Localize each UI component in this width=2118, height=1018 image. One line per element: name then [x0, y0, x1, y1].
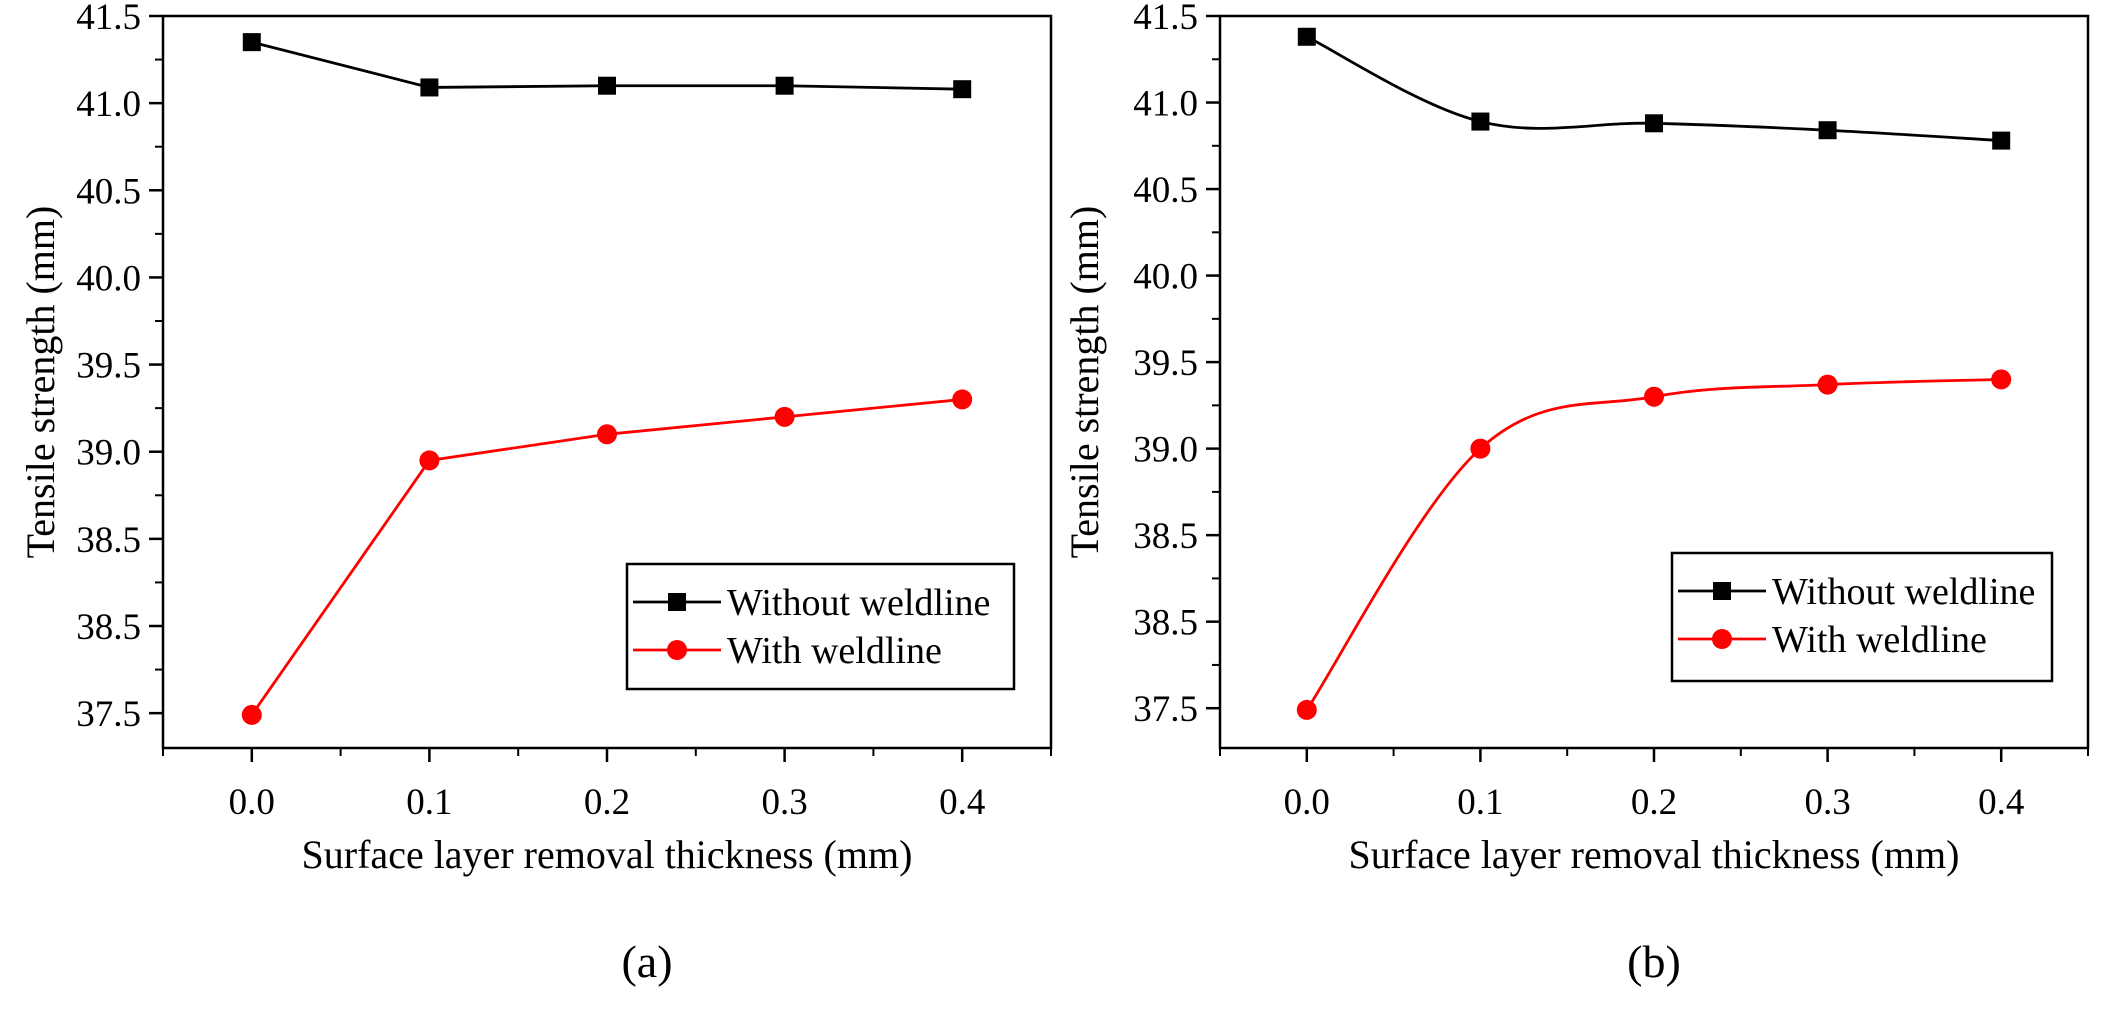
x-tick-label: 0.3	[1804, 782, 1850, 823]
legend-marker	[1713, 582, 1731, 600]
x-tick-label: 0.1	[1457, 782, 1503, 823]
x-tick-label: 0.2	[584, 782, 630, 823]
y-tick-label: 41.5	[76, 0, 141, 38]
data-point	[775, 76, 794, 95]
y-tick-label: 39.5	[1133, 343, 1198, 384]
y-tick-label: 39.0	[76, 433, 141, 474]
y-tick-label: 41.0	[76, 84, 141, 125]
x-axis-title: Surface layer removal thickness (mm)	[302, 832, 913, 877]
data-point	[774, 406, 795, 427]
y-tick-label: 38.5	[76, 607, 141, 648]
x-axis-title: Surface layer removal thickness (mm)	[1349, 832, 1960, 877]
chart-panel-b: 41.5 41.0 40.5 40.0 39.5 39.0 38.5 38.5 37.5 0.0 0…	[1062, 0, 2090, 987]
data-point	[1470, 438, 1491, 459]
x-tick-label: 0.3	[761, 782, 807, 823]
data-point	[1817, 374, 1838, 395]
y-tick-label: 37.5	[1133, 689, 1198, 730]
y-tick-label: 41.0	[1133, 84, 1198, 125]
legend-box	[1670, 551, 2054, 683]
y-tick-label: 38.5	[1133, 516, 1198, 557]
y-tick-label: 38.5	[76, 520, 141, 561]
legend-marker	[1712, 629, 1732, 649]
x-tick-label: 0.1	[406, 782, 452, 823]
data-point	[420, 78, 439, 97]
data-point	[1471, 112, 1490, 131]
data-point	[1818, 121, 1837, 140]
panel-label: (a)	[621, 936, 672, 987]
x-tick-label: 0.2	[1631, 782, 1677, 823]
legend-label: With weldline	[1772, 619, 1987, 661]
data-point	[597, 424, 617, 445]
y-tick-label: 39.5	[76, 346, 141, 387]
legend-marker	[668, 593, 686, 611]
y-tick-label: 41.5	[1133, 0, 1198, 38]
series-line	[1305, 378, 2002, 711]
y-axis-title: Tensile strength (mm)	[1062, 206, 1107, 559]
x-tick-label: 0.0	[1284, 782, 1330, 823]
data-point	[952, 389, 973, 410]
panel-label: (b)	[1627, 936, 1681, 987]
y-tick-label: 40.0	[1133, 257, 1198, 298]
y-tick-label: 40.0	[76, 258, 141, 299]
legend-label: Without weldline	[1772, 571, 2035, 613]
y-tick-label: 40.5	[76, 171, 141, 212]
data-point	[598, 76, 616, 95]
data-point	[1296, 699, 1317, 720]
data-point	[1991, 369, 2012, 390]
y-tick-label: 39.0	[1133, 430, 1198, 471]
legend-marker	[667, 640, 687, 660]
y-axis-title: Tensile strength (mm)	[18, 206, 63, 559]
y-tick-label: 40.5	[1133, 170, 1198, 211]
legend-label: Without weldline	[727, 582, 990, 624]
y-tick-label: 38.5	[1133, 603, 1198, 644]
y-tick-label: 37.5	[76, 694, 141, 735]
data-point	[1645, 114, 1663, 133]
data-point	[242, 33, 261, 52]
data-point	[241, 704, 262, 725]
x-tick-label: 0.0	[229, 782, 275, 823]
data-point	[953, 80, 972, 99]
data-point	[1297, 27, 1316, 46]
x-tick-label: 0.4	[939, 782, 985, 823]
legend-box	[625, 562, 1016, 691]
x-tick-label: 0.4	[1978, 782, 2024, 823]
chart-panel-a: 41.5 41.0 40.5 40.0 39.5 39.0 38.5 38.5 37.5 0.0 0…	[18, 0, 1053, 987]
data-point	[1992, 131, 2011, 150]
legend-label: With weldline	[727, 630, 942, 672]
data-point	[1644, 386, 1664, 407]
data-point	[419, 450, 440, 471]
